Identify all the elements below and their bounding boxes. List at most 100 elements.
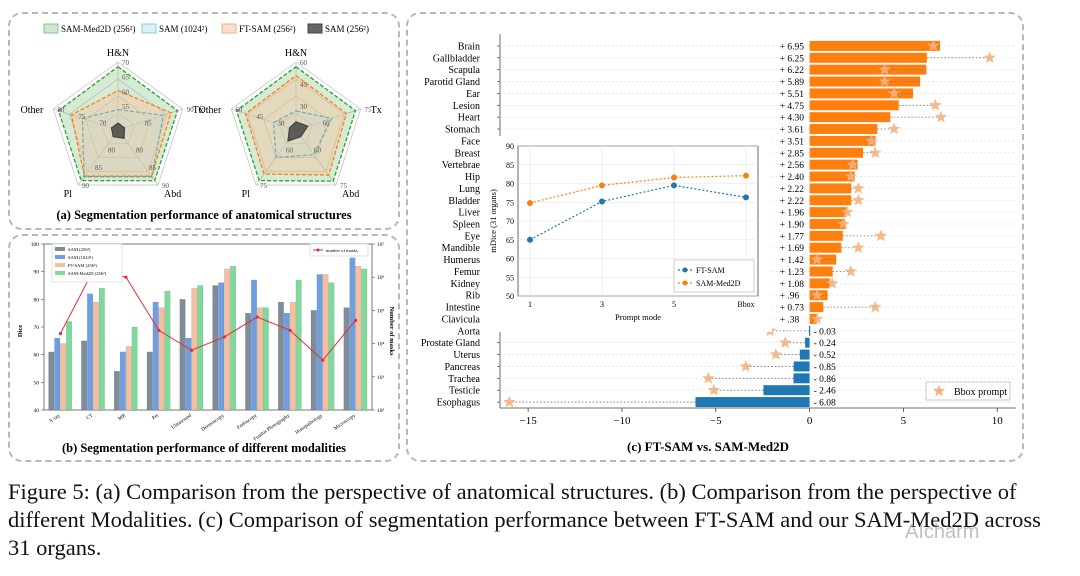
modality-bar (48, 351, 55, 411)
organ-label: Spleen (453, 220, 480, 231)
bbox-star (779, 336, 792, 348)
bbox-star (878, 63, 891, 75)
bbox-star (702, 371, 715, 384)
organ-label: Hip (465, 172, 480, 183)
organ-bar-positive (809, 195, 852, 206)
bbox-star (825, 276, 839, 289)
bbox-star (810, 312, 824, 325)
legend-swatch-ftsam (221, 23, 237, 34)
radar-spoke (295, 129, 337, 186)
modality-bar (355, 265, 362, 411)
organ-bar-negative (799, 349, 810, 360)
bbox-legend-label: Bbox prompt (954, 387, 1007, 398)
radar-tick-label: 45 (300, 81, 308, 89)
modality-bar (361, 268, 368, 411)
diff-value-label: + 1.96 (780, 209, 805, 219)
legend-swatch-b-sammed (55, 271, 65, 275)
modality-bar (283, 313, 290, 411)
radar-tick-label: 75 (260, 182, 268, 190)
inset-x-tick-label: 1 (528, 300, 532, 309)
diff-value-label: + 0.73 (780, 304, 805, 314)
inset-point (671, 174, 677, 181)
bbox-star (846, 158, 859, 170)
masks-point (222, 335, 226, 339)
bbox-legend-star (932, 384, 946, 397)
diff-value-label: + 2.85 (780, 149, 805, 159)
diff-value-label: + 2.22 (780, 197, 805, 207)
panel-modalities: 40 50 60 70 80 90 100 10² 10³ 10⁴ 10⁵ 10⁶ 10⁷ X-ray CT… (8, 234, 400, 462)
legend-swatch-sam256 (307, 23, 323, 34)
bbox-star (983, 51, 996, 64)
radar-tick-label: 75 (365, 106, 373, 114)
organ-label: Intestine (446, 303, 481, 314)
organ-bar-positive (809, 242, 842, 253)
organ-label: Aorta (457, 326, 480, 337)
diff-value-label: - 0.03 (814, 327, 836, 337)
radar-tick-label: 60 (235, 106, 243, 114)
legend-label-b-ftsam: FT-SAM (256²) (68, 263, 97, 268)
bbox-star (810, 288, 824, 301)
diff-value-label: - 0.86 (814, 375, 836, 385)
bbox-legend-box (925, 381, 1011, 401)
organ-bar-positive (809, 183, 852, 194)
radar-tick-label: 85 (95, 164, 103, 172)
legend-label-sam256: SAM (256²) (325, 24, 369, 34)
organ-bar-positive (809, 278, 830, 289)
diff-value-label: + 3.51 (780, 137, 805, 147)
organ-diff-chart: −15 −10 −5 0 5 10 Brain + 6.95 Gallbladder + 6.25… (421, 34, 1016, 454)
diff-value-label: + 4.30 (780, 114, 805, 124)
y-tick-label: 40 (34, 408, 40, 414)
radar-tick-label: 65 (122, 74, 130, 82)
legend-swatch-sam1024 (141, 23, 157, 34)
organ-label: Ear (466, 89, 481, 100)
legend-label-sam1024: SAM (1024²) (159, 24, 207, 34)
modality-bar (322, 274, 329, 411)
diff-value-label: - 0.24 (814, 339, 836, 349)
diff-value-label: + 3.61 (780, 126, 805, 136)
organ-label: Gallbladder (433, 53, 481, 64)
masks-point (288, 328, 292, 332)
organ-bar-negative (695, 397, 810, 408)
modality-bar (60, 343, 67, 411)
radar-grid-ring (52, 61, 184, 186)
organ-bar-positive (809, 100, 899, 111)
radar-tick-label: 80 (57, 106, 65, 114)
organ-bar-positive (809, 135, 876, 146)
radar-tick-label: 60 (323, 120, 331, 128)
modality-bar (295, 279, 302, 411)
organ-label: Prostate Gland (421, 338, 480, 349)
bbox-star (844, 265, 858, 277)
organ-bar-positive (809, 40, 941, 51)
bbox-star (837, 217, 850, 230)
radar-tick-label: 55 (122, 103, 130, 111)
legend-label-b-sam256: SAM (256²) (68, 247, 91, 252)
x-tick-label: −10 (613, 415, 631, 427)
diff-value-label: + .96 (780, 292, 800, 302)
bbox-star (844, 170, 858, 182)
radar-axis-label: Abd (342, 189, 359, 200)
radar-tick-label: 60 (314, 146, 322, 154)
x-tick-label: −5 (710, 415, 722, 427)
modality-bar (257, 307, 263, 411)
inset-point (599, 182, 605, 189)
legend-label-masks: number of masks (326, 248, 358, 253)
diff-value-label: + 2.40 (780, 173, 805, 183)
radar-axis-label: Tx (193, 105, 204, 116)
diff-value-label: + 4.75 (780, 102, 805, 112)
panel-a-title: (a) Segmentation performance of anatomic… (56, 208, 351, 222)
bbox-star (840, 205, 854, 218)
bbox-star (927, 39, 940, 52)
organ-bar-positive (809, 254, 837, 265)
modality-bar (212, 285, 219, 411)
modality-bar (87, 293, 93, 411)
radar-tick-label: 60 (286, 146, 294, 154)
bbox-star (934, 110, 948, 123)
radar-grid-ring (279, 112, 313, 145)
modality-label: Dermoscopy (200, 412, 225, 432)
radar-tick-label: 30 (300, 103, 308, 111)
modality-bar (310, 310, 317, 411)
modality-bar (93, 301, 99, 411)
modality-bar (278, 301, 284, 411)
diff-value-label: + 1.77 (780, 232, 805, 242)
diff-value-label: + 1.23 (780, 268, 805, 278)
